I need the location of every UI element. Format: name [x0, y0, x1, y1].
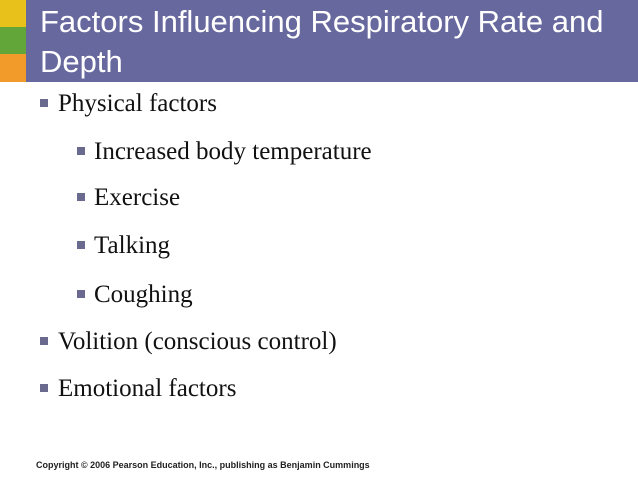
title-bar: Factors Influencing Respiratory Rate and…: [0, 0, 638, 82]
accent-green-block: [0, 27, 26, 54]
square-bullet-icon: [77, 147, 85, 155]
bullet-text: Emotional factors: [58, 375, 237, 402]
bullet-text: Physical factors: [58, 90, 217, 117]
square-bullet-icon: [77, 241, 85, 249]
accent-orange-block: [0, 54, 26, 82]
bullet-text: Exercise: [94, 184, 181, 211]
bullet-item-talking: Talking: [77, 231, 171, 261]
bullet-item-volition: Volition (conscious control): [40, 327, 337, 357]
square-bullet-icon: [40, 337, 48, 345]
bullet-item-increased-body-temperature: Increased body temperature: [77, 137, 372, 167]
bullet-text: Increased body temperature: [94, 138, 372, 165]
bullet-text: Volition (conscious control): [58, 328, 337, 355]
square-bullet-icon: [77, 193, 85, 201]
square-bullet-icon: [77, 290, 85, 298]
bullet-item-coughing: Coughing: [77, 280, 193, 310]
square-bullet-icon: [40, 99, 48, 107]
square-bullet-icon: [40, 384, 48, 392]
copyright-footer: Copyright © 2006 Pearson Education, Inc.…: [36, 460, 370, 470]
accent-yellow-block: [0, 0, 26, 27]
slide-title: Factors Influencing Respiratory Rate and…: [40, 4, 604, 79]
bullet-item-physical-factors: Physical factors: [40, 89, 217, 119]
bullet-item-emotional-factors: Emotional factors: [40, 374, 237, 404]
bullet-item-exercise: Exercise: [77, 183, 181, 213]
bullet-text: Talking: [94, 232, 171, 259]
bullet-text: Coughing: [94, 281, 193, 308]
